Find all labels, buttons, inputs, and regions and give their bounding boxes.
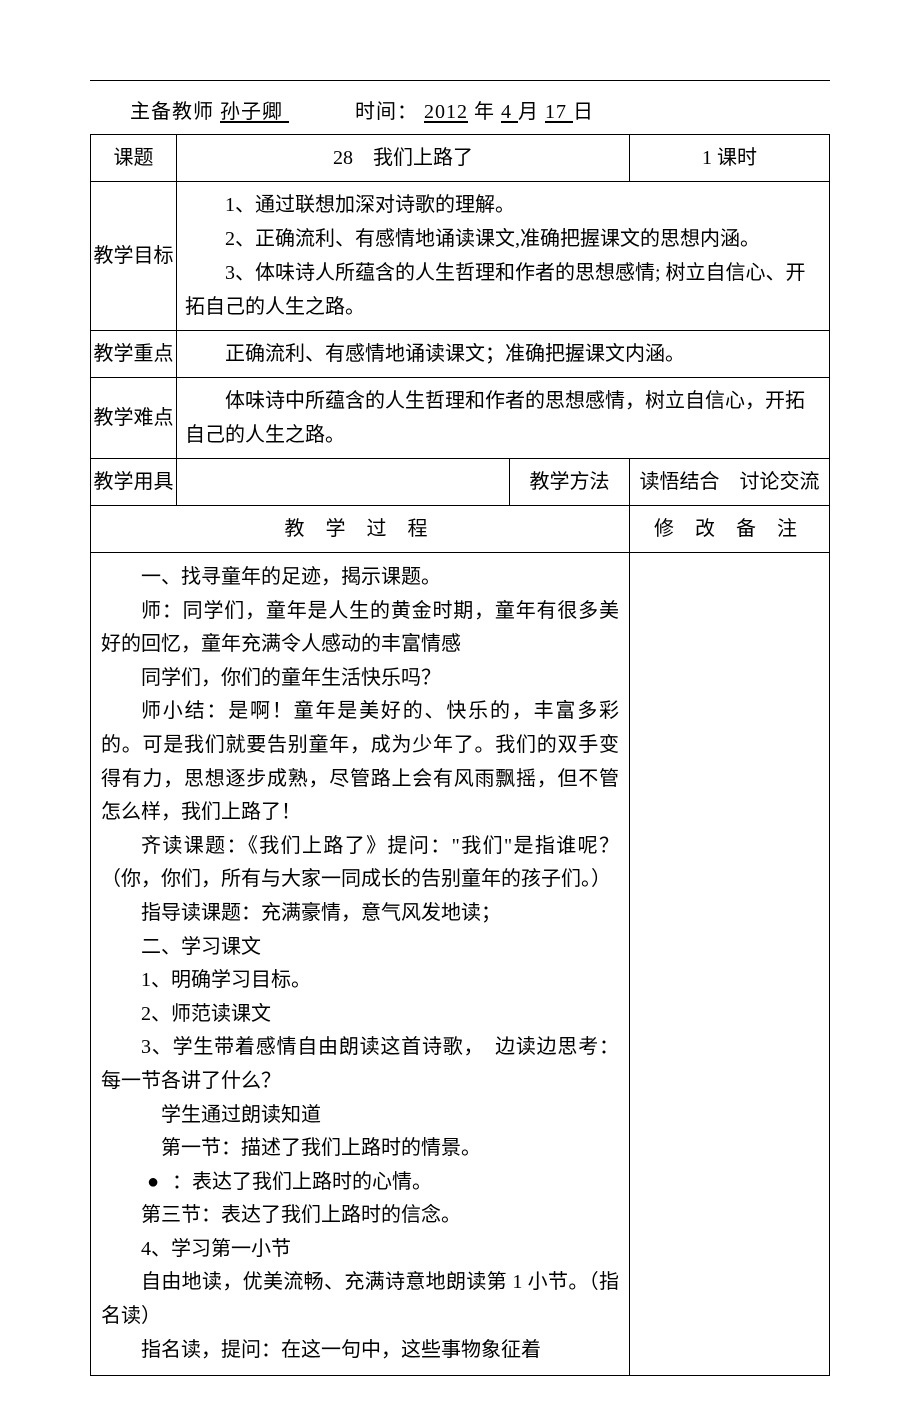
time-label: 时间： bbox=[355, 101, 418, 123]
topic-label: 课题 bbox=[91, 135, 177, 182]
row-proc-header: 教 学 过 程 修 改 备 注 bbox=[91, 506, 830, 553]
month-unit: 月 bbox=[518, 101, 539, 123]
row-goal: 教学目标 1、通过联想加深对诗歌的理解。 2、正确流利、有感情地诵读课文,准确把… bbox=[91, 182, 830, 331]
body-p1: 一、找寻童年的足迹，揭示课题。 bbox=[101, 561, 619, 595]
header-line: 主备教师 孙子卿 时间： 2012 年 4 月 17 日 bbox=[130, 95, 830, 124]
notes-body bbox=[630, 553, 830, 1376]
body-p12: 第一节：描述了我们上路时的情景。 bbox=[101, 1132, 619, 1166]
row-tools: 教学用具 教学方法 读悟结合 讨论交流 bbox=[91, 459, 830, 506]
body-p13: ● ：表达了我们上路时的心情。 bbox=[101, 1166, 619, 1200]
body-p9: 2、师范读课文 bbox=[101, 998, 619, 1032]
day-unit: 日 bbox=[573, 101, 594, 123]
top-rule bbox=[90, 80, 830, 81]
focus-label: 教学重点 bbox=[91, 331, 177, 378]
body-p16: 自由地读，优美流畅、充满诗意地朗读第 1 小节。（指名读） bbox=[101, 1266, 619, 1333]
body-p4: 师小结：是啊！童年是美好的、快乐的，丰富多彩的。可是我们就要告别童年，成为少年了… bbox=[101, 695, 619, 829]
body-p3: 同学们，你们的童年生活快乐吗？ bbox=[101, 662, 619, 696]
body-p5: 齐读课题：《我们上路了》提问："我们"是指谁呢？（你，你们，所有与大家一同成长的… bbox=[101, 830, 619, 897]
day: 17 bbox=[545, 101, 573, 123]
body-p17: 指名读，提问：在这一句中，这些事物象征着 bbox=[101, 1334, 619, 1368]
diff-text: 体味诗中所蕴含的人生哲理和作者的思想感情，树立自信心，开拓自己的人生之路。 bbox=[177, 378, 830, 459]
teacher-label: 主备教师 bbox=[130, 101, 214, 123]
body-p14: 第三节：表达了我们上路时的信念。 bbox=[101, 1199, 619, 1233]
body-p8: 1、明确学习目标。 bbox=[101, 964, 619, 998]
body-p7: 二、学习课文 bbox=[101, 931, 619, 965]
tools-label: 教学用具 bbox=[91, 459, 177, 506]
method-label: 教学方法 bbox=[510, 459, 630, 506]
body-p13-text: ：表达了我们上路时的心情。 bbox=[172, 1171, 432, 1193]
goal-line1: 1、通过联想加深对诗歌的理解。 bbox=[185, 188, 821, 222]
body-p11: 学生通过朗读知道 bbox=[101, 1099, 619, 1133]
teacher-name: 孙子卿 bbox=[220, 101, 289, 123]
goal-line3: 3、体味诗人所蕴含的人生哲理和作者的思想感情; 树立自信心、开拓自己的人生之路。 bbox=[185, 256, 821, 324]
topic-title: 28 我们上路了 bbox=[177, 135, 630, 182]
lesson-table: 课题 28 我们上路了 1 课时 教学目标 1、通过联想加深对诗歌的理解。 2、… bbox=[90, 134, 830, 1376]
lesson-plan-page: 主备教师 孙子卿 时间： 2012 年 4 月 17 日 课题 28 我们上路了… bbox=[0, 0, 920, 1416]
goal-line2: 2、正确流利、有感情地诵读课文,准确把握课文的思想内涵。 bbox=[185, 222, 821, 256]
focus-text: 正确流利、有感情地诵读课文；准确把握课文内涵。 bbox=[177, 331, 830, 378]
notes-header: 修 改 备 注 bbox=[630, 506, 830, 553]
tools-text bbox=[177, 459, 510, 506]
body-p10: 3、学生带着感情自由朗读这首诗歌， 边读边思考：每一节各讲了什么？ bbox=[101, 1031, 619, 1098]
method-text: 读悟结合 讨论交流 bbox=[630, 459, 830, 506]
year: 2012 bbox=[424, 101, 468, 123]
row-topic: 课题 28 我们上路了 1 课时 bbox=[91, 135, 830, 182]
goal-text: 1、通过联想加深对诗歌的理解。 2、正确流利、有感情地诵读课文,准确把握课文的思… bbox=[177, 182, 830, 331]
body-p15: 4、学习第一小节 bbox=[101, 1233, 619, 1267]
diff-label: 教学难点 bbox=[91, 378, 177, 459]
year-unit: 年 bbox=[474, 101, 495, 123]
row-focus: 教学重点 正确流利、有感情地诵读课文；准确把握课文内涵。 bbox=[91, 331, 830, 378]
row-body: 一、找寻童年的足迹，揭示课题。 师：同学们，童年是人生的黄金时期，童年有很多美好… bbox=[91, 553, 830, 1376]
row-difficulty: 教学难点 体味诗中所蕴含的人生哲理和作者的思想感情，树立自信心，开拓自己的人生之… bbox=[91, 378, 830, 459]
month: 4 bbox=[501, 101, 518, 123]
proc-header: 教 学 过 程 bbox=[91, 506, 630, 553]
goal-label: 教学目标 bbox=[91, 182, 177, 331]
body-p2: 师：同学们，童年是人生的黄金时期，童年有很多美好的回忆，童年充满令人感动的丰富情… bbox=[101, 595, 619, 662]
proc-body: 一、找寻童年的足迹，揭示课题。 师：同学们，童年是人生的黄金时期，童年有很多美好… bbox=[91, 553, 630, 1376]
topic-period: 1 课时 bbox=[630, 135, 830, 182]
body-p6: 指导读课题：充满豪情，意气风发地读； bbox=[101, 897, 619, 931]
bullet-icon: ● bbox=[147, 1166, 167, 1200]
